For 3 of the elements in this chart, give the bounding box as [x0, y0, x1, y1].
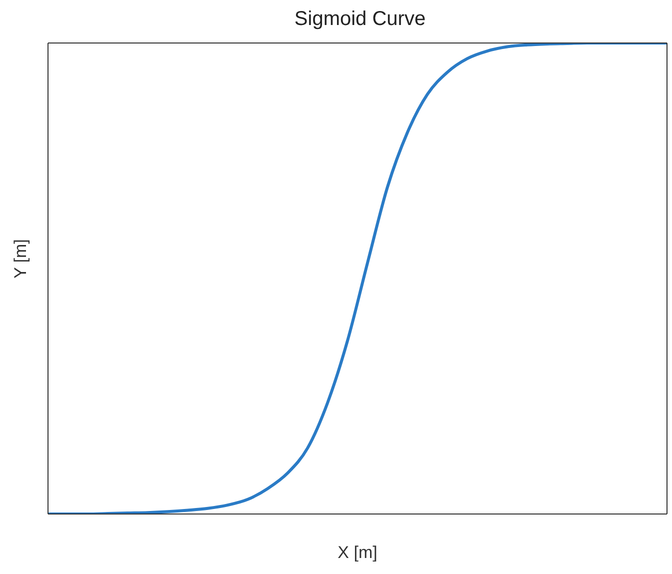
chart-title: Sigmoid Curve [293, 8, 427, 32]
y-axis-title: Y [m] [11, 239, 30, 278]
x-axis-title: X [m] [338, 543, 378, 562]
